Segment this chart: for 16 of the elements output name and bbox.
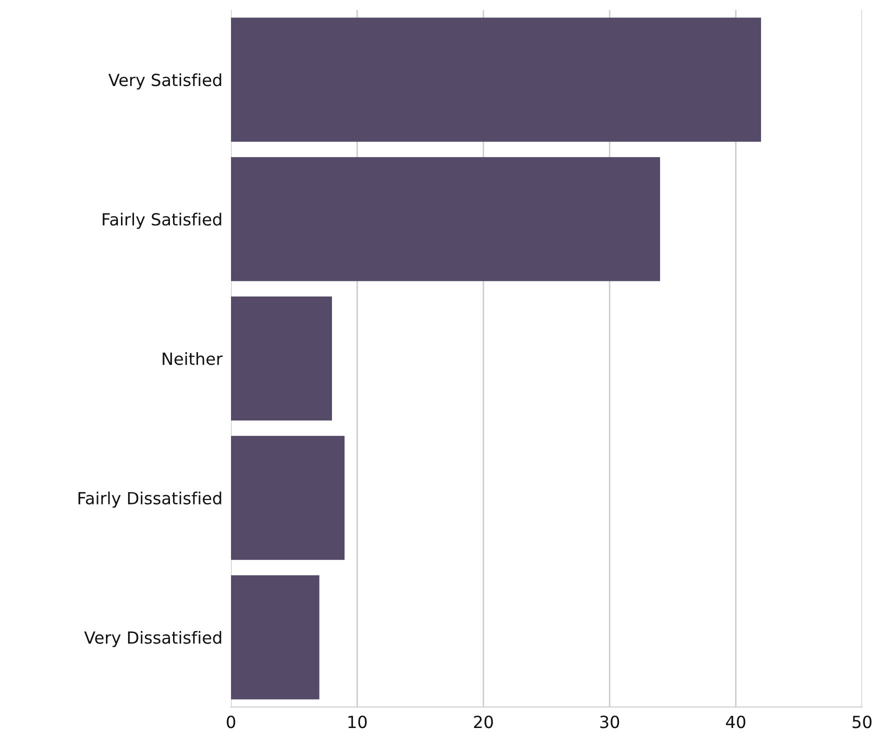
bar	[231, 296, 332, 421]
x-tick-label: 30	[600, 716, 620, 728]
y-tick-label: Very Dissatisfied	[84, 630, 222, 648]
y-tick-label: Fairly Dissatisfied	[78, 492, 222, 508]
y-tick-label: Very Satisfied	[108, 73, 222, 90]
y-tick-label: Neither	[162, 352, 223, 366]
x-tick-label: 10	[348, 716, 367, 728]
x-tick-label: 50	[852, 716, 872, 728]
x-tick-label: 40	[726, 716, 746, 728]
y-tick-label: Fairly Satisfied	[102, 212, 222, 229]
bar	[231, 18, 762, 142]
bar	[231, 575, 320, 700]
x-tick-label: 0	[226, 716, 236, 728]
bar	[231, 157, 660, 282]
x-tick-label: 20	[474, 716, 493, 728]
bar	[231, 436, 345, 560]
